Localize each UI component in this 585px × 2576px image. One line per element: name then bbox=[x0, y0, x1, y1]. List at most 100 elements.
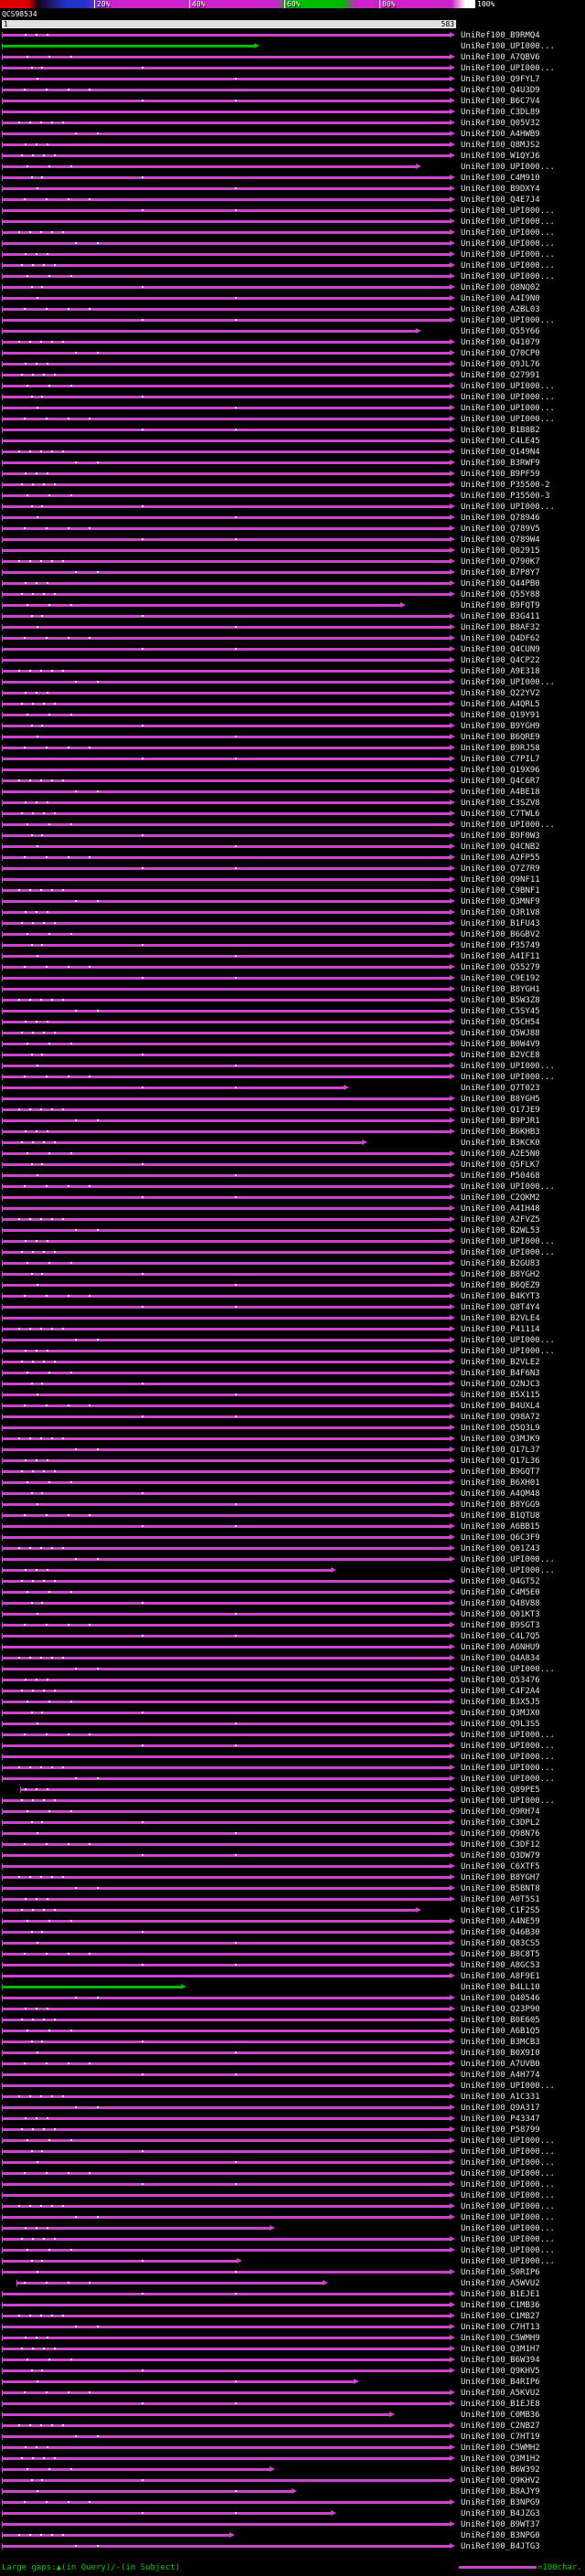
hit-label[interactable]: UniRef100_C7PIL7 bbox=[461, 755, 540, 764]
hit-label[interactable]: UniRef100_C1MB36 bbox=[461, 2301, 540, 2310]
hit-bar[interactable] bbox=[2, 593, 452, 596]
hit-bar[interactable] bbox=[2, 1076, 452, 1078]
hit-label[interactable]: UniRef100_Q5Q3L9 bbox=[461, 1424, 540, 1433]
hit-label[interactable]: UniRef100_UPI000... bbox=[461, 2191, 555, 2200]
hit-bar[interactable] bbox=[2, 2359, 452, 2361]
hit-label[interactable]: UniRef100_Q4U3D9 bbox=[461, 86, 540, 95]
hit-bar[interactable] bbox=[2, 582, 452, 585]
hit-label[interactable]: UniRef100_B6W392 bbox=[461, 2465, 540, 2475]
hit-label[interactable]: UniRef100_Q22YV2 bbox=[461, 689, 540, 698]
hit-label[interactable]: UniRef100_UPI000... bbox=[461, 1731, 555, 1740]
hit-label[interactable]: UniRef100_UPI000... bbox=[461, 1062, 555, 1071]
hit-label[interactable]: UniRef100_B9RMQ4 bbox=[461, 31, 540, 40]
hit-bar[interactable] bbox=[2, 1383, 452, 1385]
hit-bar[interactable] bbox=[2, 1262, 452, 1265]
hit-bar[interactable] bbox=[2, 89, 452, 91]
hit-label[interactable]: UniRef100_C3DPL2 bbox=[461, 1818, 540, 1828]
hit-bar[interactable] bbox=[2, 2260, 239, 2263]
hit-label[interactable]: UniRef100_Q19Y91 bbox=[461, 711, 540, 720]
hit-bar[interactable] bbox=[2, 2512, 332, 2515]
hit-bar[interactable] bbox=[2, 1646, 452, 1648]
hit-bar[interactable] bbox=[2, 1898, 452, 1901]
hit-label[interactable]: UniRef100_UPI000... bbox=[461, 250, 555, 260]
hit-label[interactable]: UniRef100_C5WMH9 bbox=[461, 2334, 540, 2343]
hit-bar[interactable] bbox=[2, 2424, 452, 2427]
hit-bar[interactable] bbox=[2, 2030, 452, 2032]
hit-bar[interactable] bbox=[2, 538, 452, 541]
hit-label[interactable]: UniRef100_A8F9E1 bbox=[461, 1972, 540, 1981]
hit-bar[interactable] bbox=[2, 264, 452, 267]
hit-label[interactable]: UniRef100_B5X115 bbox=[461, 1391, 540, 1400]
hit-label[interactable]: UniRef100_B8YGH7 bbox=[461, 1873, 540, 1882]
hit-bar[interactable] bbox=[2, 1065, 452, 1067]
hit-bar[interactable] bbox=[2, 1723, 452, 1725]
hit-bar[interactable] bbox=[2, 1108, 452, 1111]
hit-label[interactable]: UniRef100_A1C331 bbox=[461, 2093, 540, 2102]
hit-label[interactable]: UniRef100_Q3MJK9 bbox=[461, 1435, 540, 1444]
hit-label[interactable]: UniRef100_B0X9I0 bbox=[461, 2049, 540, 2058]
hit-label[interactable]: UniRef100_UPI000... bbox=[461, 1347, 555, 1356]
hit-label[interactable]: UniRef100_B4JZG3 bbox=[461, 2509, 540, 2518]
hit-bar[interactable] bbox=[2, 2402, 452, 2405]
hit-label[interactable]: UniRef100_Q70CP0 bbox=[461, 349, 540, 358]
hit-bar[interactable] bbox=[2, 34, 452, 37]
hit-label[interactable]: UniRef100_B4LL10 bbox=[461, 1983, 540, 1992]
hit-label[interactable]: UniRef100_B8AF32 bbox=[461, 623, 540, 632]
hit-label[interactable]: UniRef100_B9YGH9 bbox=[461, 722, 540, 731]
hit-bar[interactable] bbox=[2, 187, 452, 190]
hit-bar[interactable] bbox=[2, 571, 452, 574]
hit-bar[interactable] bbox=[2, 1733, 452, 1736]
hit-bar[interactable] bbox=[2, 988, 452, 991]
hit-label[interactable]: UniRef100_Q7T023 bbox=[461, 1084, 540, 1093]
hit-bar[interactable] bbox=[2, 2391, 452, 2394]
hit-bar[interactable] bbox=[2, 2315, 452, 2317]
hit-label[interactable]: UniRef100_Q17JE9 bbox=[461, 1106, 540, 1115]
hit-bar[interactable] bbox=[2, 1624, 452, 1627]
hit-bar[interactable] bbox=[2, 626, 452, 629]
hit-bar[interactable] bbox=[2, 1481, 452, 1484]
hit-label[interactable]: UniRef100_B6GBV2 bbox=[461, 930, 540, 939]
hit-bar[interactable] bbox=[2, 133, 452, 135]
hit-bar[interactable] bbox=[2, 2293, 452, 2295]
hit-bar[interactable] bbox=[2, 253, 452, 256]
hit-bar[interactable] bbox=[2, 944, 452, 947]
hit-label[interactable]: UniRef100_Q9L3S5 bbox=[461, 1720, 540, 1729]
hit-label[interactable]: UniRef100_A6NHU9 bbox=[461, 1643, 540, 1652]
hit-label[interactable]: UniRef100_B1EJE8 bbox=[461, 2400, 540, 2409]
hit-label[interactable]: UniRef100_Q5FLK7 bbox=[461, 1161, 540, 1170]
hit-bar[interactable] bbox=[2, 2073, 452, 2076]
hit-label[interactable]: UniRef100_A4HWB9 bbox=[461, 130, 540, 139]
hit-bar[interactable] bbox=[2, 154, 452, 157]
hit-bar[interactable] bbox=[2, 220, 452, 223]
hit-label[interactable]: UniRef100_C3DL89 bbox=[461, 108, 540, 117]
hit-label[interactable]: UniRef100_Q4C6R7 bbox=[461, 777, 540, 786]
hit-label[interactable]: UniRef100_A9E318 bbox=[461, 667, 540, 676]
hit-label[interactable]: UniRef100_Q41079 bbox=[461, 338, 540, 347]
hit-bar[interactable] bbox=[2, 2249, 452, 2252]
hit-bar[interactable] bbox=[2, 747, 452, 749]
hit-label[interactable]: UniRef100_A5KVU2 bbox=[461, 2389, 540, 2398]
hit-bar[interactable] bbox=[2, 1218, 452, 1221]
hit-label[interactable]: UniRef100_Q78946 bbox=[461, 514, 540, 523]
hit-bar[interactable] bbox=[2, 2369, 452, 2372]
hit-bar[interactable] bbox=[2, 1843, 452, 1846]
hit-bar[interactable] bbox=[2, 2446, 452, 2449]
hit-bar[interactable] bbox=[2, 209, 452, 212]
hit-label[interactable]: UniRef100_Q46B30 bbox=[461, 1928, 540, 1937]
hit-bar[interactable] bbox=[2, 56, 452, 58]
hit-bar[interactable] bbox=[2, 385, 452, 387]
hit-bar[interactable] bbox=[2, 516, 452, 519]
hit-label[interactable]: UniRef100_A6B1Q5 bbox=[461, 2027, 540, 2036]
hit-bar[interactable] bbox=[2, 1459, 452, 1462]
hit-bar[interactable] bbox=[2, 911, 452, 914]
hit-label[interactable]: UniRef100_Q4A834 bbox=[461, 1654, 540, 1663]
hit-bar[interactable] bbox=[2, 955, 452, 958]
hit-label[interactable]: UniRef100_B3RWF9 bbox=[461, 459, 540, 468]
hit-label[interactable]: UniRef100_Q53476 bbox=[461, 1676, 540, 1685]
hit-bar[interactable] bbox=[2, 1240, 452, 1243]
hit-bar[interactable] bbox=[2, 494, 452, 497]
hit-bar[interactable] bbox=[2, 1405, 452, 1407]
hit-label[interactable]: UniRef100_Q9JL76 bbox=[461, 360, 540, 369]
hit-label[interactable]: UniRef100_B6C7V4 bbox=[461, 97, 540, 106]
hit-bar[interactable] bbox=[2, 1953, 452, 1956]
